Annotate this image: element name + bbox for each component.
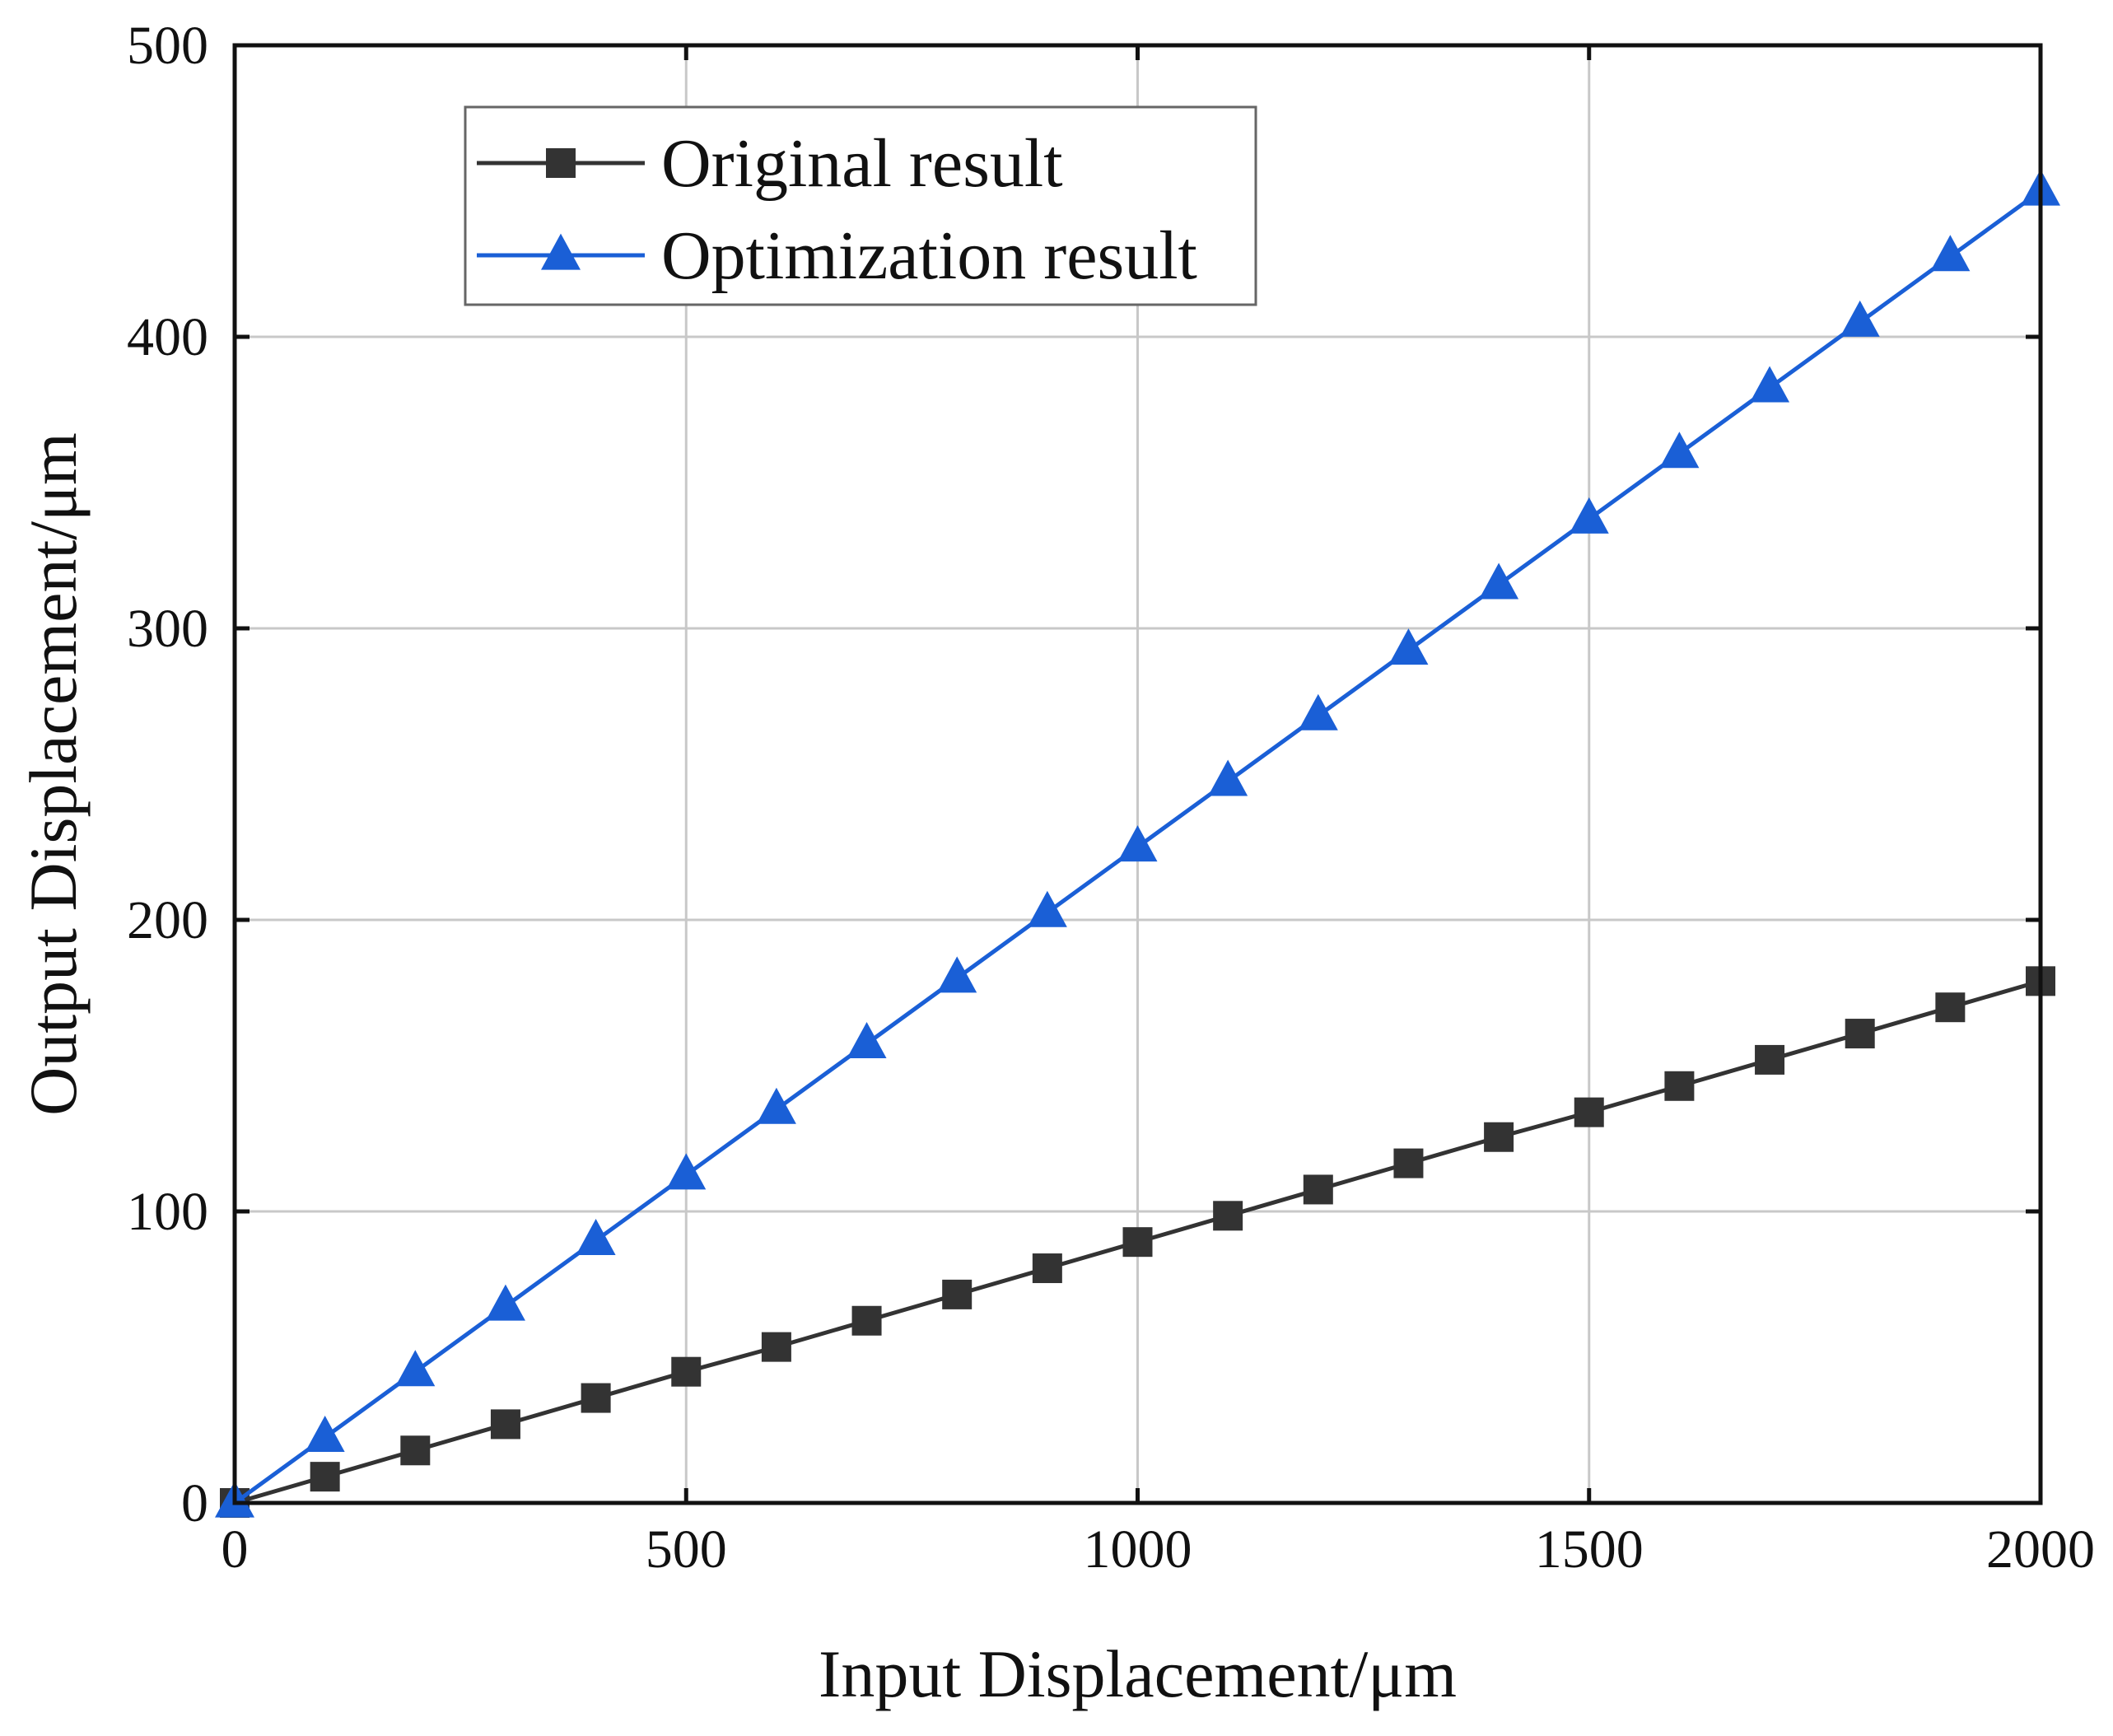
data-point	[1388, 628, 1429, 665]
legend: Original result Optimization result	[464, 105, 1257, 306]
data-point	[1569, 497, 1609, 534]
data-point	[761, 1332, 791, 1362]
data-point	[1208, 759, 1248, 796]
data-point	[1750, 366, 1790, 403]
legend-box	[464, 105, 1257, 306]
data-point	[666, 1153, 707, 1190]
y-axis-title: Output Displacement/μm	[16, 432, 91, 1116]
data-point	[1659, 432, 1700, 469]
legend-square-marker	[546, 148, 576, 178]
data-point	[485, 1284, 525, 1321]
data-point	[1574, 1097, 1604, 1127]
y-tick-label: 300	[127, 599, 208, 659]
data-point	[1303, 1174, 1333, 1205]
legend-label: Original result	[661, 125, 1063, 202]
data-point	[1664, 1071, 1695, 1101]
y-tick-label: 400	[127, 307, 208, 367]
x-tick-label: 1500	[1535, 1519, 1644, 1580]
data-point	[310, 1462, 340, 1492]
data-point	[671, 1356, 702, 1387]
legend-label: Optimization result	[661, 217, 1197, 294]
x-tick-label: 2000	[1986, 1519, 2095, 1580]
data-point	[851, 1305, 882, 1336]
data-point	[581, 1383, 611, 1413]
data-point	[1027, 890, 1067, 927]
data-point	[1393, 1148, 1424, 1178]
data-point	[1845, 1019, 1875, 1049]
data-point	[1122, 1227, 1153, 1258]
series-layer	[215, 169, 2060, 1518]
data-point	[756, 1087, 796, 1124]
data-point	[1032, 1253, 1062, 1284]
y-tick-label: 200	[127, 890, 208, 950]
data-point	[1755, 1044, 1785, 1075]
data-point	[1213, 1201, 1243, 1231]
y-tick-label: 500	[127, 16, 208, 76]
data-point	[1840, 300, 1880, 337]
y-tick-label: 100	[127, 1182, 208, 1242]
legend-item: Original result	[477, 125, 1063, 202]
legend-triangle-marker	[541, 233, 581, 270]
legend-items: Original result Optimization result	[477, 125, 1197, 294]
data-point	[1298, 693, 1338, 730]
data-point	[1930, 235, 1971, 272]
data-point	[395, 1350, 436, 1387]
data-point	[1117, 825, 1158, 862]
data-point	[1479, 562, 1519, 600]
data-point	[490, 1409, 520, 1440]
legend-item: Optimization result	[477, 217, 1197, 294]
series-optimization-result	[215, 169, 2060, 1518]
y-tick-label: 0	[181, 1473, 208, 1533]
x-tick-label: 1000	[1084, 1519, 1192, 1580]
data-point	[576, 1219, 616, 1255]
plot-frame	[232, 43, 2043, 1505]
x-axis-title: Input Displacement/μm	[819, 1636, 1457, 1711]
data-point	[937, 956, 977, 993]
data-point	[847, 1022, 887, 1059]
data-point	[942, 1279, 973, 1309]
data-point	[305, 1415, 345, 1452]
x-tick-label: 500	[646, 1519, 727, 1580]
x-tick-labels: 0 500 1000 1500 2000	[222, 1519, 2096, 1580]
data-point	[400, 1435, 431, 1466]
x-tick-label: 0	[222, 1519, 249, 1580]
data-point	[1484, 1122, 1514, 1152]
data-point	[1935, 992, 1966, 1023]
y-tick-labels: 0 100 200 300 400 500	[127, 16, 208, 1533]
